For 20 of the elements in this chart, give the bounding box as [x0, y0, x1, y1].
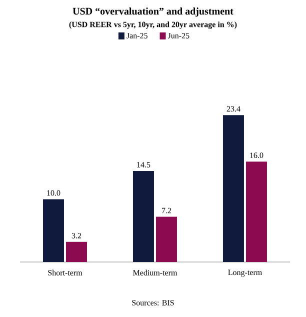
legend-label: Jun-25 [168, 33, 190, 38]
source-note: Sources: BIS [132, 300, 174, 306]
x-tick-label: Short-term [48, 270, 82, 276]
x-tick-label: Medium-term [133, 270, 178, 276]
bar [246, 162, 267, 262]
bar [43, 199, 64, 262]
data-label: 14.5 [137, 162, 150, 168]
data-label: 23.4 [226, 106, 240, 112]
chart-title: USD “overvaluation” and adjustment [72, 8, 234, 17]
bar [222, 115, 244, 262]
data-label: 10.0 [47, 190, 60, 196]
chart-subtitle: (USD REER vs 5yr, 10yr, and 20yr average in %) [69, 22, 237, 29]
legend-label: Jan-25 [126, 33, 148, 38]
x-tick-label: Long-term [228, 270, 262, 277]
data-label: 7.2 [162, 208, 172, 214]
bar [132, 170, 154, 262]
data-label: 16.0 [250, 152, 264, 158]
bar [66, 242, 87, 262]
bar [156, 216, 177, 262]
data-label: 3.2 [72, 232, 82, 238]
